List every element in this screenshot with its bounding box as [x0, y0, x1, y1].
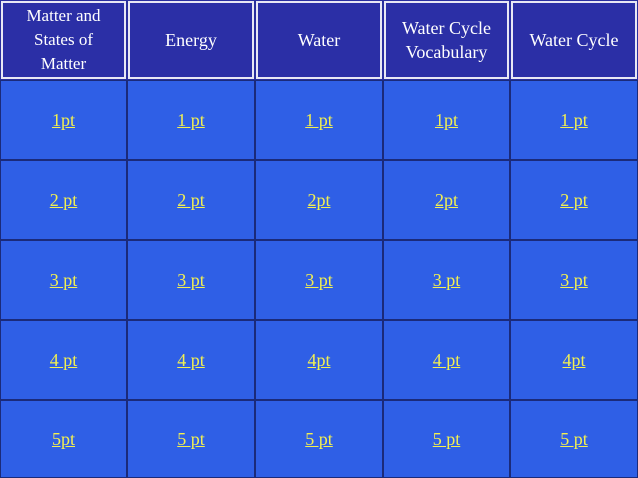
point-link[interactable]: 3 pt — [560, 269, 588, 290]
question-cell: 5pt — [0, 400, 127, 478]
point-link[interactable]: 5 pt — [177, 428, 205, 449]
question-cell: 5 pt — [255, 400, 383, 478]
question-cell: 2 pt — [510, 160, 638, 240]
category-header: Water Cycle Vocabulary — [384, 1, 509, 79]
question-cell: 2pt — [383, 160, 510, 240]
category-header: Water — [256, 1, 382, 79]
point-link[interactable]: 2pt — [307, 189, 331, 210]
point-link[interactable]: 1 pt — [305, 109, 333, 130]
point-link[interactable]: 2 pt — [560, 189, 588, 210]
question-cell: 5 pt — [127, 400, 255, 478]
category-header: Energy — [128, 1, 254, 79]
question-cell: 1pt — [0, 80, 127, 160]
point-link[interactable]: 3 pt — [49, 269, 78, 290]
question-cell: 2 pt — [127, 160, 255, 240]
point-link[interactable]: 1 pt — [560, 109, 588, 130]
question-cell: 3 pt — [383, 240, 510, 320]
question-cell: 1 pt — [510, 80, 638, 160]
point-link[interactable]: 3 pt — [432, 269, 461, 290]
point-link[interactable]: 4pt — [307, 349, 331, 370]
point-link[interactable]: 5 pt — [305, 428, 333, 449]
point-link[interactable]: 4 pt — [432, 349, 461, 370]
question-cell: 3 pt — [127, 240, 255, 320]
point-link[interactable]: 1pt — [51, 109, 75, 130]
point-link[interactable]: 3 pt — [177, 269, 205, 290]
category-header: Water Cycle — [511, 1, 637, 79]
point-link[interactable]: 1pt — [434, 109, 458, 130]
point-link[interactable]: 5 pt — [560, 428, 588, 449]
question-cell: 1 pt — [255, 80, 383, 160]
point-link[interactable]: 4 pt — [49, 349, 78, 370]
question-cell: 3 pt — [0, 240, 127, 320]
point-link[interactable]: 5 pt — [432, 428, 461, 449]
category-header: Matter and States of Matter — [1, 1, 126, 79]
question-cell: 4pt — [255, 320, 383, 400]
question-cell: 2pt — [255, 160, 383, 240]
point-link[interactable]: 4 pt — [177, 349, 205, 370]
question-cell: 1pt — [383, 80, 510, 160]
question-cell: 3 pt — [255, 240, 383, 320]
question-cell: 2 pt — [0, 160, 127, 240]
question-cell: 4 pt — [0, 320, 127, 400]
point-link[interactable]: 2 pt — [49, 189, 78, 210]
question-cell: 4pt — [510, 320, 638, 400]
point-link[interactable]: 5pt — [51, 428, 75, 449]
point-link[interactable]: 4pt — [562, 349, 586, 370]
point-link[interactable]: 1 pt — [177, 109, 205, 130]
question-cell: 3 pt — [510, 240, 638, 320]
question-cell: 4 pt — [127, 320, 255, 400]
question-cell: 5 pt — [510, 400, 638, 478]
point-link[interactable]: 3 pt — [305, 269, 333, 290]
question-cell: 5 pt — [383, 400, 510, 478]
question-cell: 1 pt — [127, 80, 255, 160]
question-cell: 4 pt — [383, 320, 510, 400]
point-link[interactable]: 2 pt — [177, 189, 205, 210]
point-link[interactable]: 2pt — [434, 189, 458, 210]
